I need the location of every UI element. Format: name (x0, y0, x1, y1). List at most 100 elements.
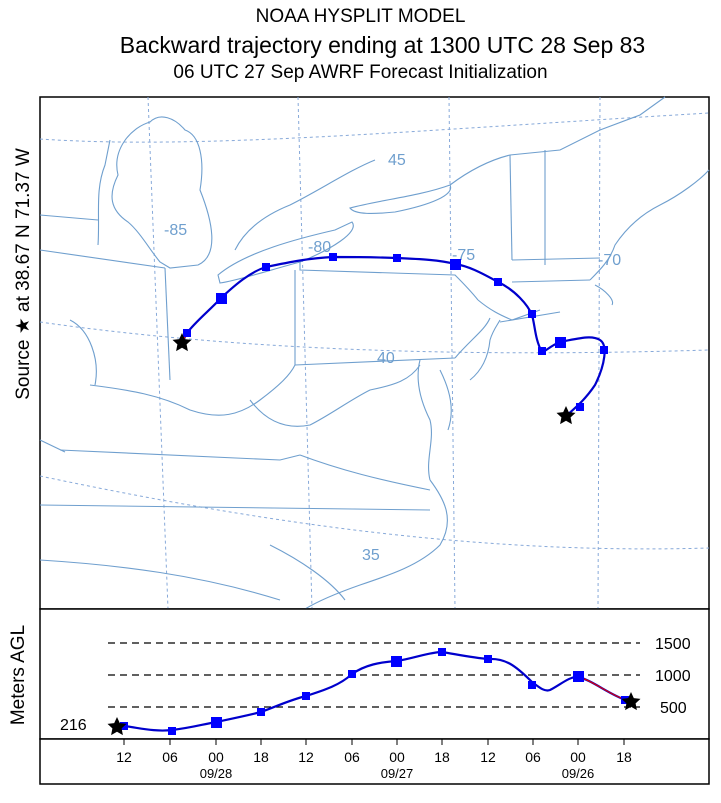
lat-label-40: 40 (377, 350, 395, 367)
ontario-shore (234, 159, 376, 251)
mass-south-line (511, 279, 591, 283)
trajectory-marker (393, 254, 401, 262)
height-reference-lines (108, 642, 640, 708)
height-marker (484, 655, 492, 663)
trajectory-markers (183, 253, 608, 411)
tick-label: 00 (389, 749, 405, 765)
tick-label: 18 (434, 749, 450, 765)
height-marker (528, 681, 536, 689)
tick-label: 12 (480, 749, 496, 765)
height-panel: 1500 1000 500 216 (39, 608, 710, 785)
grid-lat-40 (39, 321, 710, 354)
chesapeake-bay (417, 359, 432, 481)
height-marker (257, 708, 265, 716)
map-panel: 45 40 35 -85 -80 -75 -70 (39, 96, 710, 610)
grid-lat-35 (39, 475, 710, 550)
end-star-icon (621, 692, 641, 711)
level-label-1500: 1500 (655, 636, 691, 653)
date-label: 09/27 (381, 766, 414, 781)
illinois-indiana-border (69, 319, 97, 386)
illinois-indiana-line (39, 249, 166, 269)
trajectory-marker (262, 263, 270, 271)
height-marker (438, 648, 446, 656)
wv-va-border (249, 364, 421, 427)
height-marker (168, 727, 176, 735)
tick-label: 18 (253, 749, 269, 765)
trajectory-marker (329, 253, 337, 261)
date-label: 09/26 (562, 766, 595, 781)
michigan-outline (111, 116, 213, 269)
trajectory-marker (555, 337, 566, 348)
lake-ontario (349, 184, 452, 215)
endpoint-star-icon (172, 333, 192, 352)
tick-label: 12 (298, 749, 314, 765)
trajectory-marker (216, 293, 227, 304)
trajectory-marker (600, 346, 608, 354)
georgia-sc-line (39, 559, 281, 601)
height-marker (573, 671, 584, 682)
cape-cod (594, 284, 614, 306)
trajectory-marker (528, 310, 536, 318)
delmarva-coast (439, 369, 452, 431)
nc-coast (304, 479, 448, 610)
level-label-500: 500 (660, 700, 687, 717)
time-tick-labels: 12 06 00 18 12 06 00 18 12 06 00 18 09/2… (116, 749, 632, 781)
lon-label-80: -80 (308, 239, 331, 256)
lat-lon-grid (39, 96, 710, 610)
nj-border (454, 317, 491, 359)
tick-label: 18 (616, 749, 632, 765)
tick-label: 00 (208, 749, 224, 765)
tick-label: 12 (116, 749, 132, 765)
height-marker (211, 717, 222, 728)
height-marker (391, 656, 402, 667)
new-england-coast (589, 169, 710, 281)
nj-coast (469, 319, 501, 381)
trajectory-marker (183, 329, 191, 337)
grid-lon-75 (448, 96, 456, 610)
grid-labels: 45 40 35 -85 -80 -75 -70 (164, 152, 621, 564)
start-height-label: 216 (60, 717, 87, 734)
title-initialization: 06 UTC 27 Sep AWRF Forecast Initializati… (173, 62, 548, 83)
source-star-icon (556, 406, 576, 425)
date-label: 09/28 (200, 766, 233, 781)
title-model: NOAA HYSPLIT MODEL (255, 6, 466, 27)
kentucky-tennessee-line (59, 449, 301, 461)
tn-nc-line (39, 504, 431, 511)
ohio-river (89, 364, 296, 416)
vermont-nh-line (509, 154, 513, 261)
lat-label-35: 35 (362, 547, 380, 564)
grid-lon-85 (147, 96, 169, 610)
lon-label-70: -70 (598, 252, 621, 269)
lon-label-85: -85 (164, 222, 187, 239)
trajectory-marker (450, 259, 461, 270)
trajectory-marker (494, 278, 502, 286)
trajectory-marker (538, 347, 546, 355)
time-ticks (123, 739, 625, 745)
ny-pa-border (299, 262, 479, 301)
virginia-nc-line (299, 454, 431, 491)
tick-label: 00 (570, 749, 586, 765)
level-label-1000: 1000 (655, 668, 691, 685)
time-axis-frame (39, 738, 710, 785)
height-frame (39, 608, 710, 740)
grid-lon-80 (297, 96, 313, 610)
lat-label-45: 45 (388, 152, 406, 169)
indiana-ohio-border (164, 267, 171, 381)
trajectory-marker (576, 403, 584, 411)
lake-erie (217, 221, 354, 284)
map-outlines (39, 96, 710, 610)
map-frame (39, 96, 710, 610)
start-star-icon (107, 717, 127, 736)
tick-label: 06 (162, 749, 178, 765)
mass-north-line (511, 257, 601, 261)
canada-us-border (449, 96, 666, 186)
tick-label: 06 (344, 749, 360, 765)
height-marker (302, 692, 310, 700)
wisconsin-border (39, 214, 99, 221)
missouri-kentucky-line (39, 439, 66, 453)
grid-lon-70 (597, 96, 601, 610)
lake-michigan-shore (97, 139, 111, 246)
sc-nc-line (269, 544, 346, 601)
level-labels: 1500 1000 500 216 (60, 636, 691, 734)
